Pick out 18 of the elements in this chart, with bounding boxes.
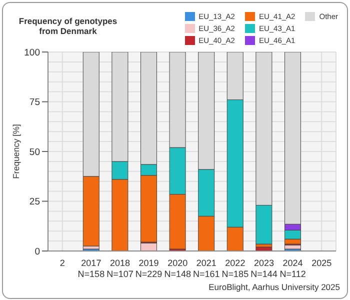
x-tick-label: 2025 [312, 258, 332, 268]
x-tick-label: 2 [60, 258, 65, 268]
y-tick-label: 75 [29, 97, 40, 108]
y-tick-label: 100 [24, 47, 40, 58]
x-tick-label: 2017 N=158 [78, 258, 105, 279]
x-tick-label: 2019 N=229 [135, 258, 162, 279]
text: EuroBlight, Aarhus University 2025 [208, 282, 340, 292]
x-tick-label: 2021 N=161 [193, 258, 220, 279]
chart-title: Frequency of genotypes from Denmark [18, 16, 118, 36]
x-tick-label: 2024 N=112 [280, 258, 306, 279]
x-tick-label: 2020 N=148 [164, 258, 191, 279]
y-tick-label: 0 [34, 246, 40, 258]
y-tick-label: 25 [29, 196, 40, 208]
y-tick-label: 50 [29, 146, 40, 158]
x-tick-label: 2022 N=185 [222, 258, 249, 279]
x-tick-label: 2018 N=107 [106, 258, 134, 279]
x-tick-label: 2023 N=144 [250, 258, 278, 279]
y-axis-title: Frequency [%] [11, 124, 22, 179]
